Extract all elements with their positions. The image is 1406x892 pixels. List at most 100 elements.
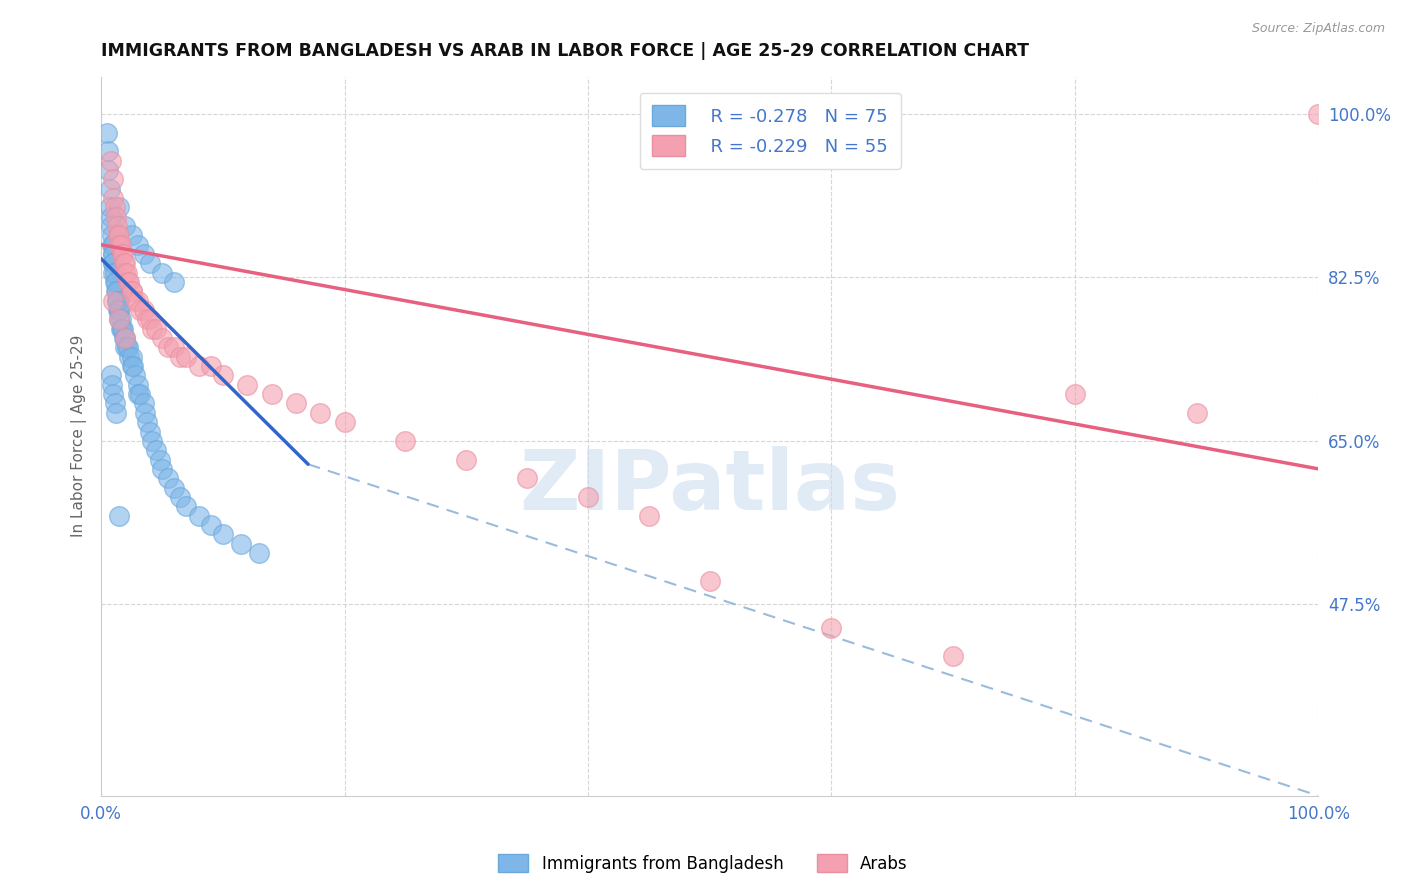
- Point: [139, 312, 162, 326]
- Point: [456, 452, 478, 467]
- Point: [114, 219, 136, 233]
- Point: [114, 256, 136, 270]
- Point: [163, 275, 186, 289]
- Point: [100, 368, 122, 383]
- Point: [141, 434, 163, 448]
- Point: [139, 256, 162, 270]
- Point: [101, 377, 124, 392]
- Point: [112, 331, 135, 345]
- Point: [229, 536, 252, 550]
- Point: [129, 387, 152, 401]
- Point: [134, 406, 156, 420]
- Point: [260, 387, 283, 401]
- Point: [1185, 406, 1208, 420]
- Point: [139, 425, 162, 439]
- Point: [103, 396, 125, 410]
- Point: [108, 200, 131, 214]
- Point: [112, 247, 135, 261]
- Text: Source: ZipAtlas.com: Source: ZipAtlas.com: [1251, 22, 1385, 36]
- Point: [637, 508, 659, 523]
- Point: [104, 285, 127, 299]
- Point: [127, 237, 149, 252]
- Point: [132, 247, 155, 261]
- Point: [108, 303, 131, 318]
- Point: [117, 341, 139, 355]
- Point: [236, 377, 259, 392]
- Point: [121, 285, 143, 299]
- Point: [200, 359, 222, 373]
- Point: [107, 293, 129, 308]
- Point: [111, 247, 134, 261]
- Point: [114, 266, 136, 280]
- Point: [111, 322, 134, 336]
- Point: [117, 275, 139, 289]
- Point: [132, 303, 155, 318]
- Point: [333, 415, 356, 429]
- Point: [187, 359, 209, 373]
- Point: [103, 191, 125, 205]
- Point: [150, 266, 173, 280]
- Point: [103, 247, 125, 261]
- Point: [103, 200, 125, 214]
- Point: [150, 462, 173, 476]
- Point: [211, 527, 233, 541]
- Point: [284, 396, 307, 410]
- Point: [121, 359, 143, 373]
- Point: [103, 172, 125, 186]
- Point: [136, 415, 159, 429]
- Point: [145, 322, 167, 336]
- Point: [108, 312, 131, 326]
- Point: [124, 368, 146, 383]
- Point: [96, 126, 118, 140]
- Point: [107, 228, 129, 243]
- Point: [105, 285, 128, 299]
- Point: [247, 546, 270, 560]
- Point: [115, 266, 138, 280]
- Legend:   R = -0.278   N = 75,   R = -0.229   N = 55: R = -0.278 N = 75, R = -0.229 N = 55: [640, 93, 901, 169]
- Point: [98, 182, 121, 196]
- Point: [105, 293, 128, 308]
- Point: [103, 256, 125, 270]
- Point: [121, 359, 143, 373]
- Point: [1063, 387, 1085, 401]
- Point: [100, 153, 122, 168]
- Point: [100, 219, 122, 233]
- Point: [118, 350, 141, 364]
- Point: [127, 293, 149, 308]
- Point: [114, 331, 136, 345]
- Point: [176, 350, 198, 364]
- Point: [132, 396, 155, 410]
- Legend: Immigrants from Bangladesh, Arabs: Immigrants from Bangladesh, Arabs: [492, 847, 914, 880]
- Point: [163, 341, 186, 355]
- Point: [110, 237, 132, 252]
- Point: [98, 200, 121, 214]
- Point: [108, 237, 131, 252]
- Point: [309, 406, 332, 420]
- Point: [124, 293, 146, 308]
- Point: [157, 471, 180, 485]
- Point: [141, 322, 163, 336]
- Point: [103, 275, 125, 289]
- Point: [108, 312, 131, 326]
- Point: [114, 341, 136, 355]
- Point: [145, 443, 167, 458]
- Point: [942, 648, 965, 663]
- Point: [169, 350, 191, 364]
- Point: [127, 387, 149, 401]
- Point: [394, 434, 416, 448]
- Point: [103, 237, 125, 252]
- Point: [103, 266, 125, 280]
- Point: [129, 303, 152, 318]
- Point: [97, 145, 120, 159]
- Point: [104, 275, 127, 289]
- Point: [211, 368, 233, 383]
- Point: [105, 219, 128, 233]
- Point: [103, 266, 125, 280]
- Point: [112, 322, 135, 336]
- Point: [107, 303, 129, 318]
- Point: [187, 508, 209, 523]
- Point: [103, 387, 125, 401]
- Point: [103, 293, 125, 308]
- Point: [163, 481, 186, 495]
- Point: [115, 341, 138, 355]
